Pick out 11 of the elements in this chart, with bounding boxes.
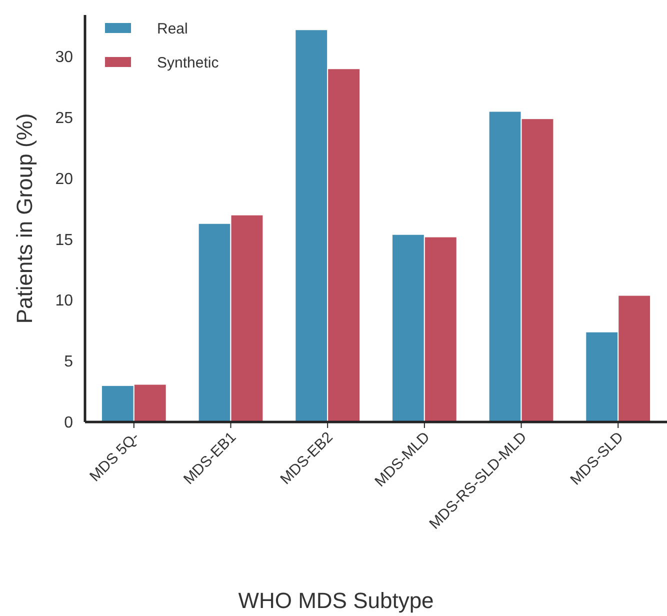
y-tick-label: 15 <box>55 232 74 249</box>
y-axis-title: Patients in Group (%) <box>12 113 37 324</box>
y-tick-label: 25 <box>55 110 74 127</box>
legend-label: Real <box>157 20 188 38</box>
x-axis-title: WHO MDS Subtype <box>238 588 434 613</box>
y-tick-label: 20 <box>55 170 74 188</box>
y-tick-label: 30 <box>55 49 74 66</box>
y-tick-label: 5 <box>64 354 74 371</box>
y-tick-label: 10 <box>55 292 74 310</box>
legend-label: Synthetic <box>157 54 220 72</box>
y-tick-label: 0 <box>64 414 74 432</box>
